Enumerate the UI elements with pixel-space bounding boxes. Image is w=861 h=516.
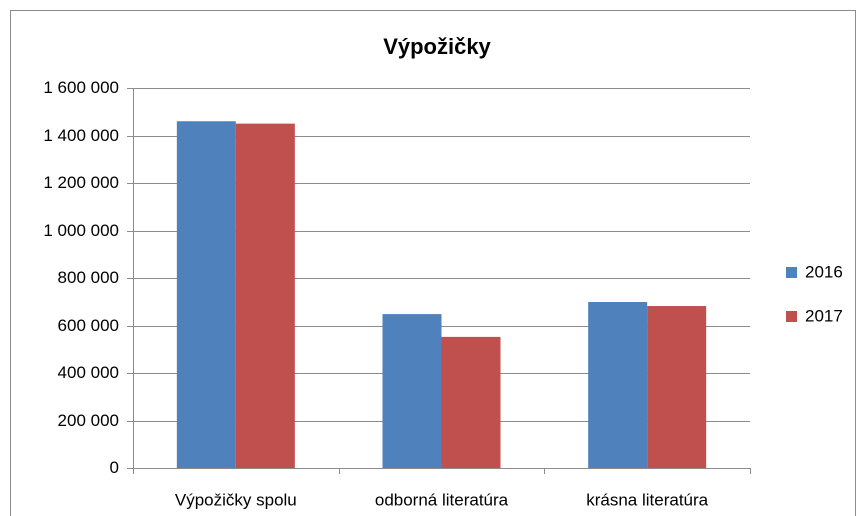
bar <box>647 306 707 468</box>
bar <box>176 121 236 468</box>
legend-label: 2016 <box>805 262 843 281</box>
legend-label: 2017 <box>805 306 843 325</box>
bar <box>588 301 648 468</box>
y-tick-label: 1 000 000 <box>43 221 119 240</box>
y-tick-label: 600 000 <box>58 316 119 335</box>
y-tick-label: 1 400 000 <box>43 126 119 145</box>
x-tick-label: Výpožičky spolu <box>175 490 297 509</box>
legend-swatch <box>786 267 797 278</box>
y-tick-label: 0 <box>110 458 119 477</box>
legend-swatch <box>786 311 797 322</box>
y-tick-label: 800 000 <box>58 268 119 287</box>
y-tick-label: 400 000 <box>58 363 119 382</box>
bar <box>235 123 295 468</box>
bar <box>382 314 442 468</box>
bar <box>441 336 501 468</box>
x-tick-label: odborná literatúra <box>375 490 509 509</box>
chart-title: Výpožičky <box>383 34 491 59</box>
x-tick-label: krásna literatúra <box>586 490 708 509</box>
y-tick-label: 1 200 000 <box>43 173 119 192</box>
y-tick-label: 200 000 <box>58 411 119 430</box>
y-tick-label: 1 600 000 <box>43 78 119 97</box>
